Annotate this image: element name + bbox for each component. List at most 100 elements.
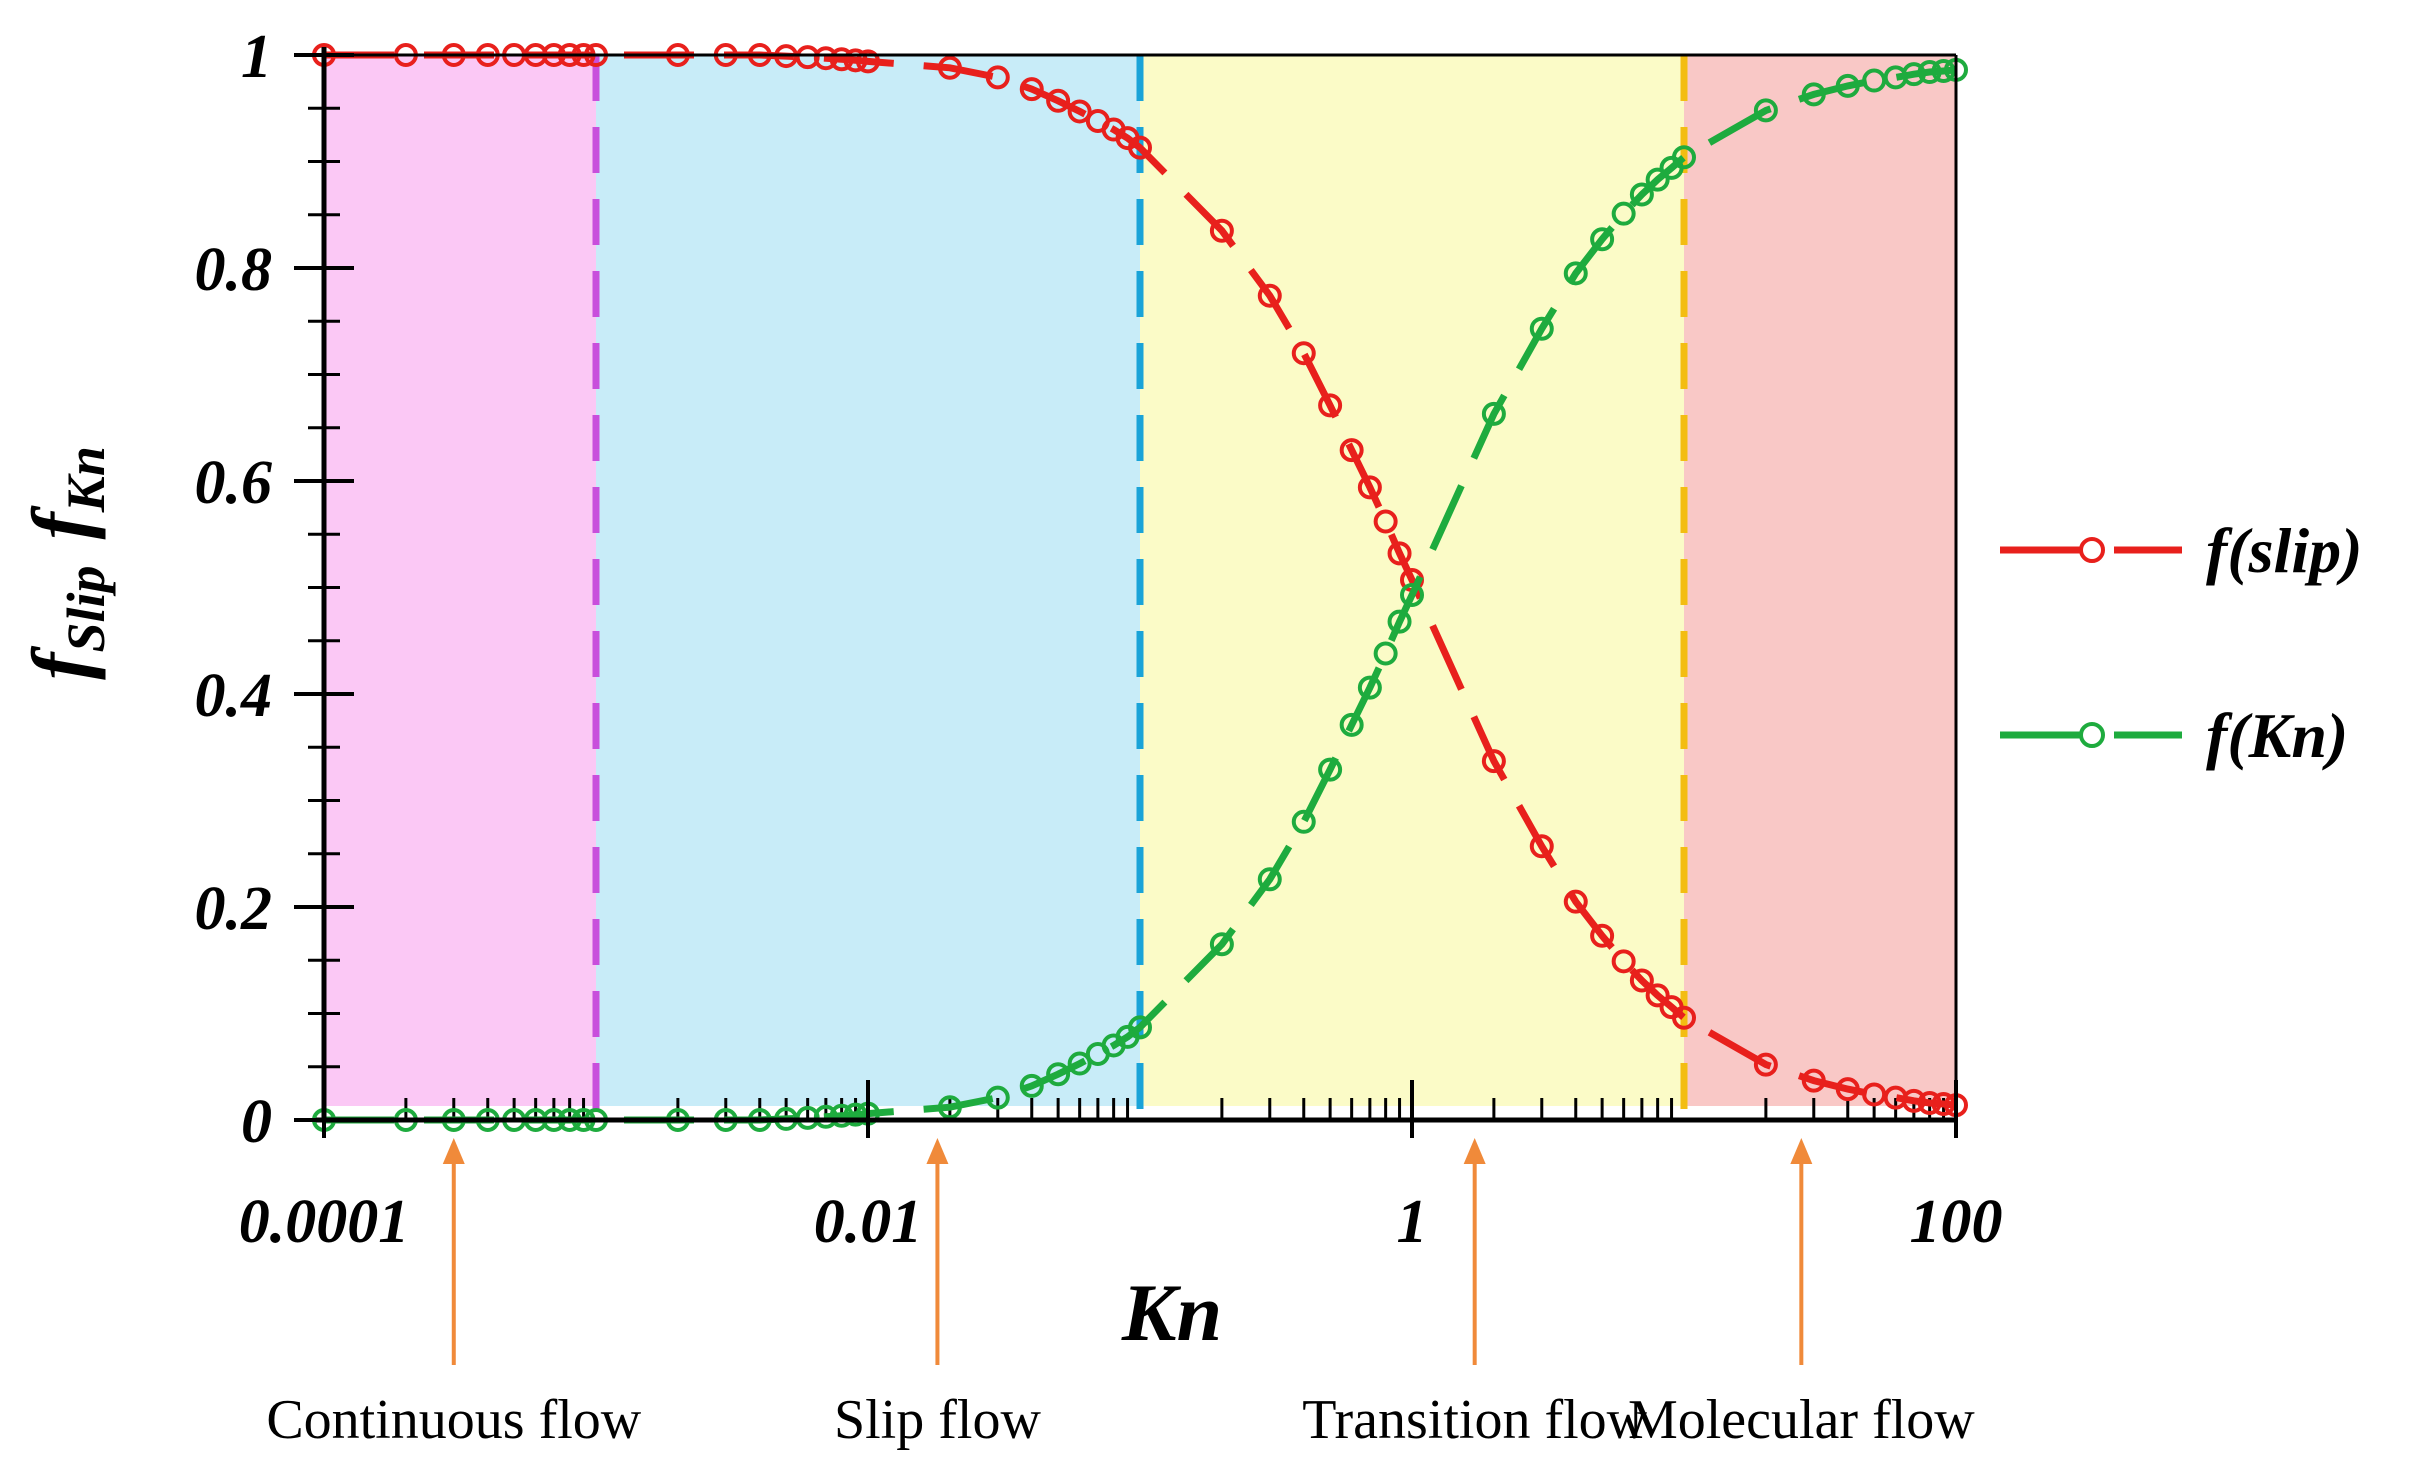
data-point-f-slip: [1835, 1077, 1860, 1102]
y-axis-title-sub2: Kn: [56, 446, 116, 513]
data-point-f-slip: [843, 48, 868, 73]
legend-swatch-fkn-marker: [2079, 722, 2105, 748]
data-point-f-slip: [856, 49, 880, 74]
data-point-f-slip: [1357, 475, 1382, 500]
data-point-f-slip: [1481, 749, 1506, 774]
y-tick-label: 0.2: [195, 875, 273, 943]
data-point-f-slip: [1291, 341, 1316, 366]
data-point-f-slip: [1629, 968, 1654, 993]
data-point-f-slip: [1901, 1088, 1926, 1113]
data-point-f-slip: [1257, 283, 1282, 308]
data-point-f-slip: [1529, 834, 1554, 859]
region-bg-continuous-flow: [324, 55, 596, 1106]
data-point-f-kn: [1590, 227, 1615, 252]
data-point-f-kn: [1563, 261, 1588, 286]
data-point-f-kn: [1529, 316, 1554, 341]
annotation-label-slip-flow: Slip flow: [834, 1389, 1041, 1451]
data-point-f-slip: [1019, 77, 1044, 102]
data-point-f-kn: [1046, 1062, 1071, 1087]
data-point-f-kn: [1291, 809, 1316, 834]
series-line-f-kn: [324, 66, 1957, 1124]
data-point-f-kn: [1835, 73, 1860, 98]
data-point-f-slip: [985, 65, 1010, 90]
major-ticks: [294, 53, 1958, 1138]
data-point-f-slip: [829, 47, 854, 72]
data-point-f-kn: [1672, 145, 1696, 170]
data-point-f-kn: [1481, 401, 1506, 426]
data-point-f-slip: [1753, 1052, 1778, 1077]
y-tick-label: 0.6: [195, 449, 273, 517]
data-point-f-slip: [1645, 983, 1670, 1008]
data-point-f-kn: [1318, 757, 1343, 782]
data-point-f-kn: [1611, 201, 1636, 226]
annotation-label-continuous-flow: Continuous flow: [266, 1389, 641, 1451]
annotation-arrowhead-slip-flow: [926, 1138, 949, 1164]
y-axis-title: fSlipfKn: [15, 446, 116, 680]
y-tick-label: 0.4: [195, 662, 273, 730]
data-point-f-slip: [937, 55, 962, 80]
data-point-f-kn: [1645, 167, 1670, 192]
data-point-f-slip: [1590, 923, 1615, 948]
data-point-f-slip: [1917, 1090, 1942, 1115]
data-point-f-slip: [1931, 1092, 1956, 1117]
data-point-f-kn: [829, 1103, 854, 1128]
data-point-f-kn: [985, 1085, 1010, 1110]
data-point-f-kn: [1801, 82, 1826, 107]
data-point-f-kn: [1373, 641, 1398, 666]
y-axis-title-sub1: Slip: [56, 566, 116, 653]
y-tick-label: 1: [241, 23, 272, 91]
legend-item-fslip: f(slip): [2000, 515, 2362, 586]
tick-labels: 0.0001 0.01 1 100 0 0.2 0.4 0.6 0.8 1: [195, 23, 2003, 1256]
data-point-f-kn: [1128, 1015, 1152, 1040]
legend-label-fslip: f(slip): [2206, 515, 2362, 586]
data-point-f-kn: [937, 1095, 962, 1120]
data-point-f-kn: [1931, 58, 1956, 83]
annotation-arrowhead-transition-flow: [1463, 1138, 1486, 1164]
legend-label-fkn: f(Kn): [2206, 700, 2348, 771]
x-tick-label: 0.0001: [239, 1188, 410, 1256]
flow-regime-annotations: Continuous flow Slip flow Transition flowM…: [266, 1138, 1975, 1451]
data-point-f-slip: [1801, 1068, 1826, 1093]
data-point-f-kn: [813, 1104, 838, 1129]
legend-swatch-fslip-marker: [2079, 537, 2105, 563]
data-point-f-kn: [1917, 60, 1942, 85]
data-point-f-slip: [1563, 889, 1588, 914]
data-point-f-kn: [1067, 1051, 1092, 1076]
legend: f(slip) f(Kn): [2000, 515, 2362, 771]
data-point-f-slip: [1046, 88, 1071, 113]
data-point-f-slip: [1067, 99, 1092, 124]
data-point-f-kn: [1387, 609, 1412, 634]
data-point-f-slip: [1611, 949, 1636, 974]
series-line-f-slip: [324, 51, 1957, 1109]
data-point-f-kn: [1357, 675, 1382, 700]
region-bg-molecular-flow: [1684, 55, 1956, 1106]
data-point-f-slip: [1387, 541, 1412, 566]
data-point-f-kn: [843, 1102, 868, 1127]
annotation-arrowhead-molecular-flow: [1790, 1138, 1813, 1164]
x-tick-label: 100: [1910, 1188, 2003, 1256]
annotation-label-transition-flow: Transition flow: [1302, 1389, 1647, 1451]
x-tick-label: 0.01: [814, 1188, 923, 1256]
data-point-f-kn: [1019, 1073, 1044, 1098]
data-point-f-slip: [1373, 509, 1398, 534]
data-point-f-kn: [1901, 62, 1926, 87]
data-point-f-kn: [1339, 712, 1364, 737]
y-tick-label: 0.8: [195, 236, 273, 304]
annotation-label-molecular-flow: Molecular flow: [1628, 1389, 1975, 1451]
data-point-f-slip: [1318, 393, 1343, 418]
data-point-f-kn: [1257, 867, 1282, 892]
data-point-f-kn: [1629, 182, 1654, 207]
data-point-f-kn: [1400, 582, 1424, 607]
data-point-f-slip: [1128, 135, 1152, 160]
data-point-f-slip: [1209, 218, 1234, 243]
data-point-f-slip: [1339, 438, 1364, 463]
region-bg-slip-flow: [596, 55, 1140, 1106]
y-tick-label: 0: [241, 1088, 272, 1156]
data-point-f-kn: [1753, 98, 1778, 123]
x-axis-title: Kn: [1121, 1267, 1222, 1358]
flow-regions: [324, 55, 1956, 1125]
annotation-arrowhead-continuous-flow: [442, 1138, 465, 1164]
data-point-f-kn: [1209, 932, 1234, 957]
data-point-f-slip: [813, 46, 838, 71]
